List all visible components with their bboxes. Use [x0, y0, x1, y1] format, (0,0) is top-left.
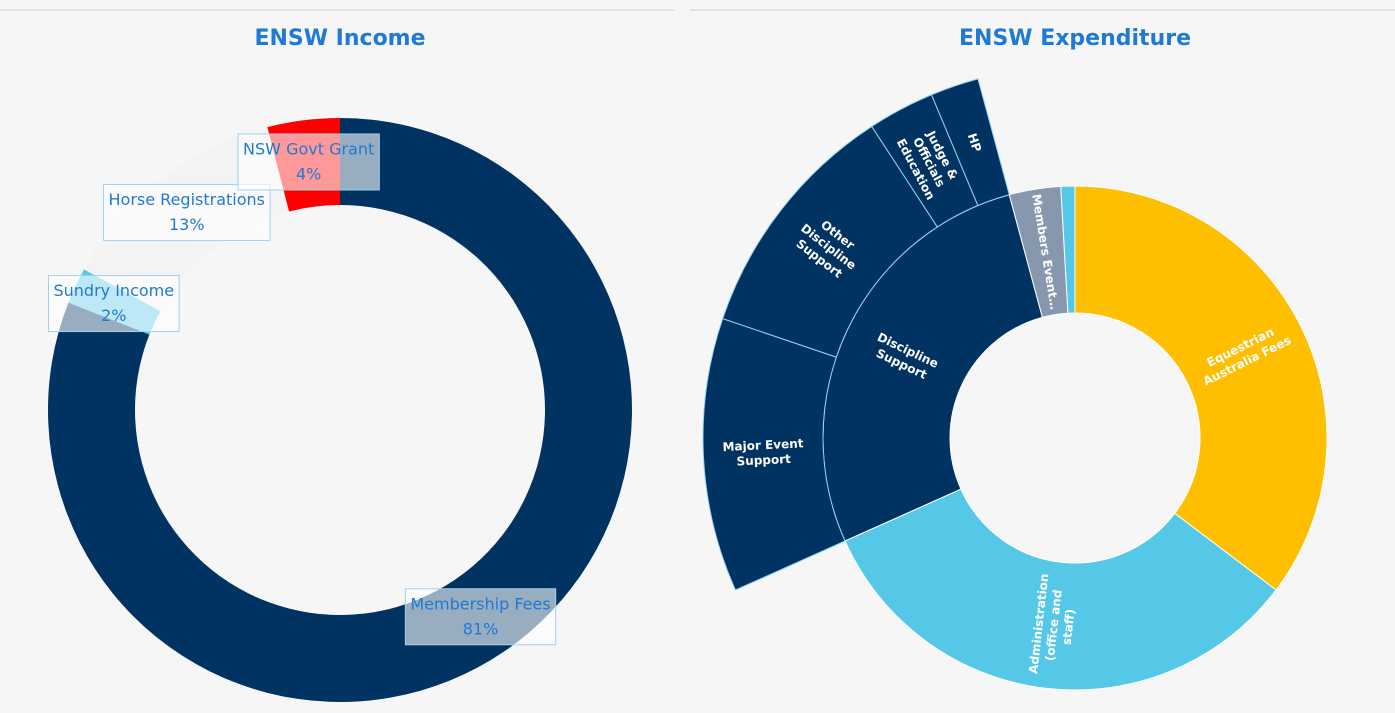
sunburst-slice	[844, 488, 1277, 691]
label-name: Sundry Income	[53, 281, 174, 300]
label-box	[103, 183, 271, 241]
label-box	[47, 275, 180, 333]
label-name: NSW Govt Grant	[243, 139, 374, 158]
sunburst-slice	[1074, 185, 1328, 591]
chart-title: ENSW Expenditure	[959, 26, 1191, 51]
label-value: 81%	[463, 619, 499, 638]
label-value: 4%	[296, 164, 321, 183]
label-name: Membership Fees	[410, 594, 550, 613]
label-value: 2%	[101, 306, 126, 325]
donut-slice	[47, 118, 633, 703]
chart-title: ENSW Income	[254, 26, 425, 51]
label-box	[237, 133, 380, 191]
sunburst-slice	[1060, 185, 1076, 314]
slice-label: Judge &OfficialsEducation	[894, 122, 964, 202]
label-value: 13%	[169, 215, 205, 234]
slice-label: Major EventSupport	[722, 436, 804, 469]
label-box	[404, 588, 557, 646]
label-name: Horse Registrations	[109, 190, 265, 209]
slice-label: HP	[965, 131, 984, 154]
labels: Membership Fees 81% Sundry Income 2% Horse R…	[47, 133, 557, 646]
